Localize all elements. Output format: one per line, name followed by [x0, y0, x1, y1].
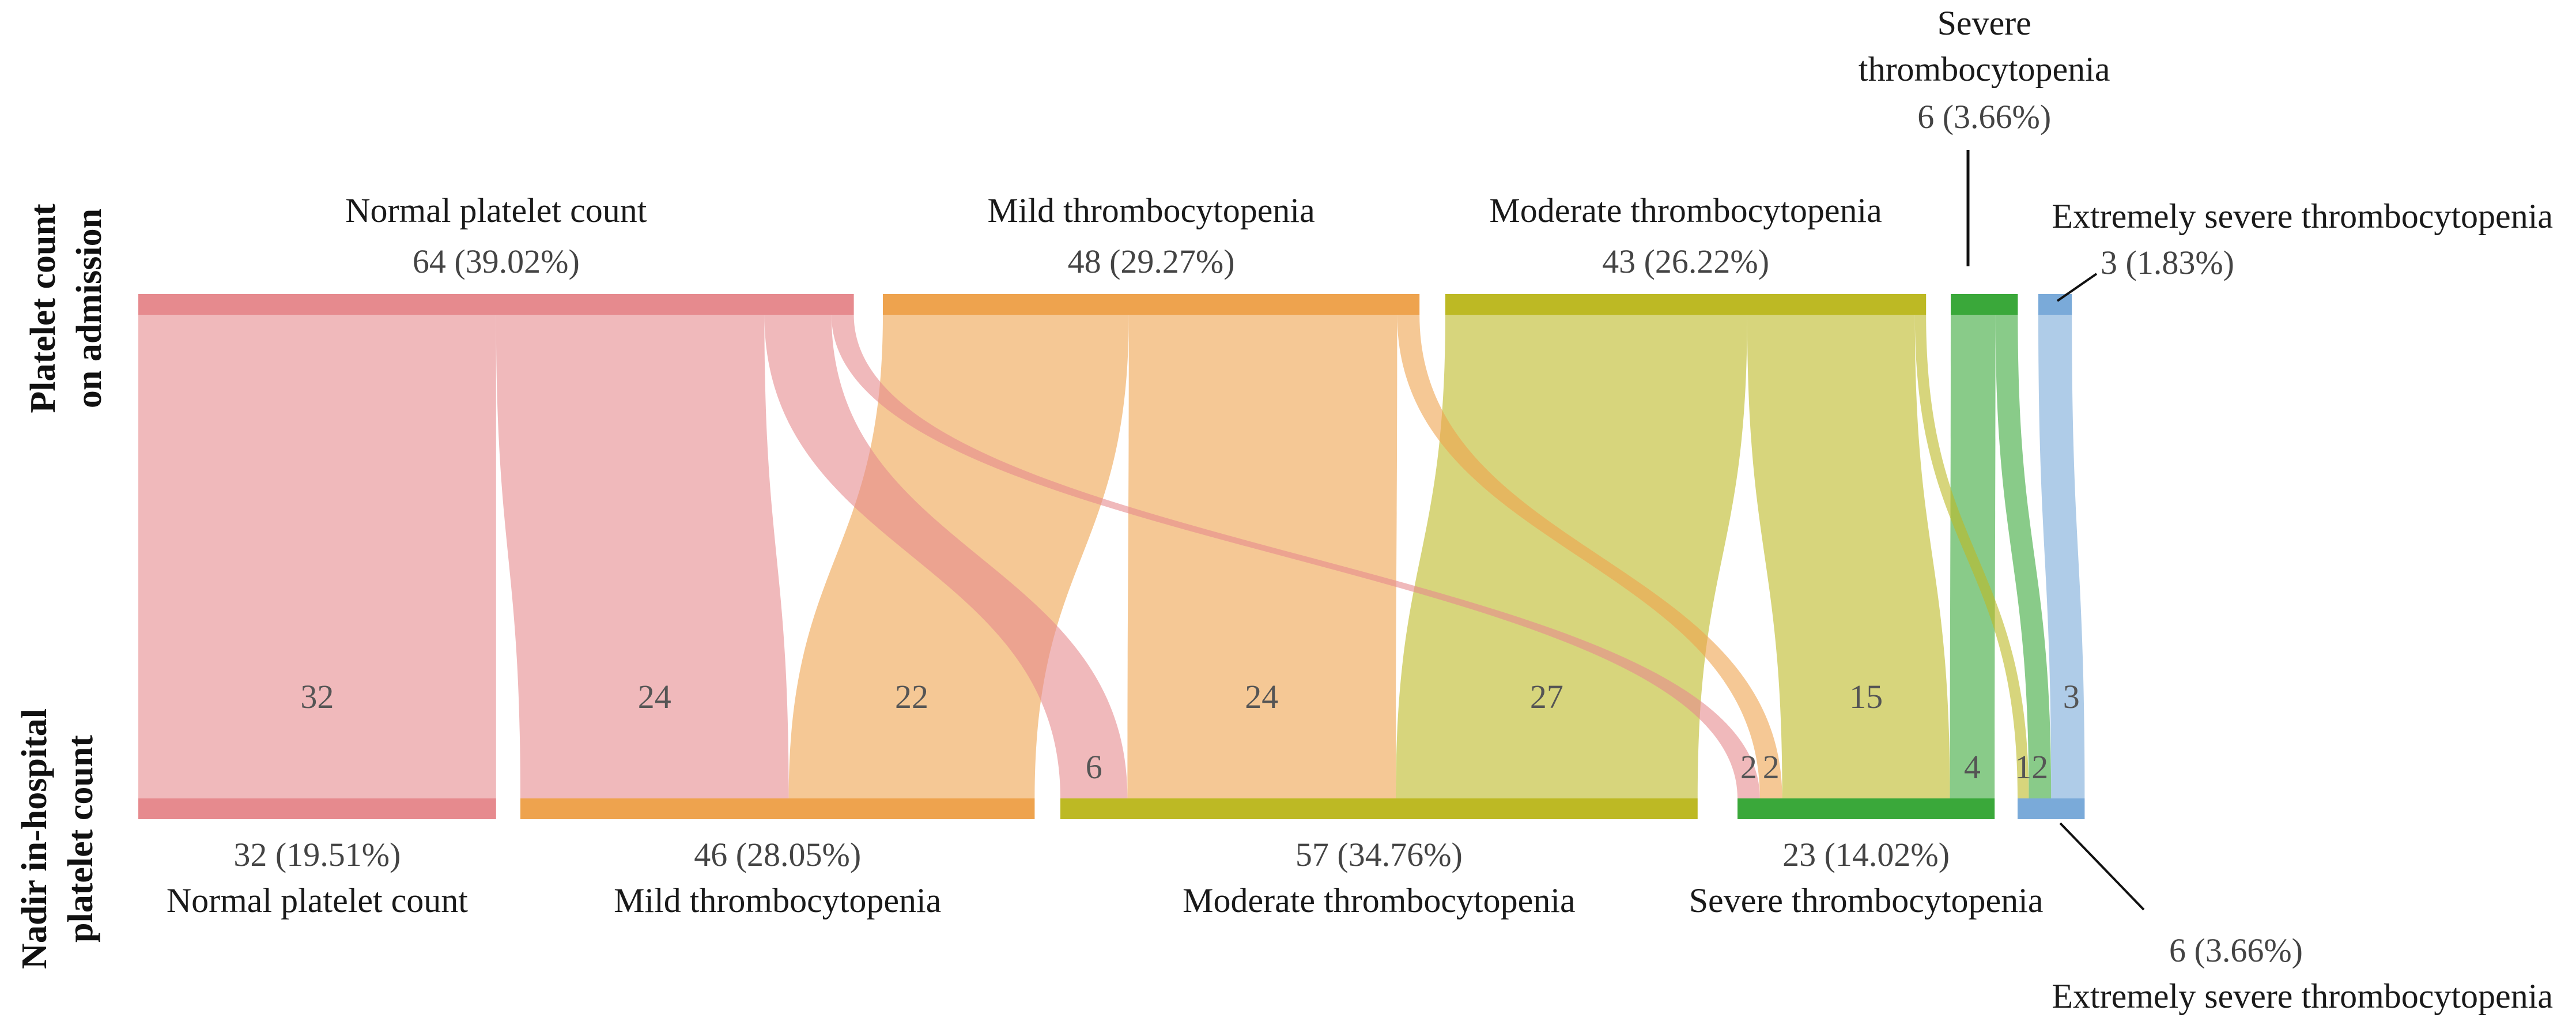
admission-node-normal-platelet-count [138, 294, 854, 315]
admission-value-severe-thrombocytopenia: 6 (3.66%) [1917, 98, 2051, 135]
nadir-name-extremely-severe-thrombocytopenia: Extremely severe thrombocytopenia [2052, 977, 2553, 1015]
nadir-extreme-leader-line [2059, 822, 2145, 911]
flow-label-2-to-2: 27 [1530, 678, 1563, 715]
flow-1-to-3 [1397, 315, 1782, 798]
nadir-value-normal-platelet-count: 32 (19.51%) [233, 836, 401, 873]
nodes-layer [138, 294, 2085, 819]
admission-value-moderate-thrombocytopenia: 43 (26.22%) [1602, 243, 1769, 280]
admission-name-mild-thrombocytopenia: Mild thrombocytopenia [987, 191, 1315, 229]
admission-value-normal-platelet-count: 64 (39.02%) [413, 243, 580, 280]
flow-label-2-to-4: 1 [2015, 748, 2031, 786]
flow-0-to-3 [831, 315, 1760, 798]
axis-label-nadir-line-1: Nadir in-hospital [15, 708, 54, 969]
flow-label-4-to-4: 3 [2063, 678, 2080, 715]
flow-label-1-to-1: 22 [895, 678, 928, 715]
flow-label-2-to-3: 15 [1849, 678, 1883, 715]
flow-0-to-1 [496, 315, 789, 798]
nadir-node-mild-thrombocytopenia [520, 798, 1035, 819]
admission-name-normal-platelet-count: Normal platelet count [345, 191, 647, 229]
nadir-name-moderate-thrombocytopenia: Moderate thrombocytopenia [1183, 881, 1575, 919]
admission-name-extremely-severe-thrombocytopenia: Extremely severe thrombocytopenia [2052, 197, 2553, 235]
flow-0-to-2 [764, 315, 1128, 798]
flow-label-1-to-3: 2 [1763, 748, 1780, 786]
nadir-value-mild-thrombocytopenia: 46 (28.05%) [694, 836, 861, 873]
admission-value-mild-thrombocytopenia: 48 (29.27%) [1068, 243, 1235, 280]
axis-label-admission-line-1: Platelet count [24, 203, 63, 413]
flow-0-to-0 [138, 315, 496, 798]
flow-2-to-4 [1914, 315, 2029, 798]
flow-1-to-2 [1127, 315, 1397, 798]
flow-2-to-3 [1747, 315, 1950, 798]
flow-3-to-4 [1995, 315, 2052, 798]
flow-2-to-2 [1396, 315, 1747, 798]
admission-node-mild-thrombocytopenia [883, 294, 1420, 315]
axis-label-nadir: Nadir in-hospital platelet count [15, 708, 100, 969]
admission-name-moderate-thrombocytopenia: Moderate thrombocytopenia [1489, 191, 1882, 229]
nadir-node-moderate-thrombocytopenia [1060, 798, 1698, 819]
flows-layer [138, 315, 2085, 798]
flow-label-3-to-3: 4 [1964, 748, 1981, 786]
flow-4-to-4 [2038, 315, 2085, 798]
flow-label-1-to-2: 24 [1245, 678, 1278, 715]
nadir-name-normal-platelet-count: Normal platelet count [167, 881, 468, 919]
nadir-value-extremely-severe-thrombocytopenia: 6 (3.66%) [2169, 932, 2303, 969]
admission-extreme-leader-line [2056, 273, 2098, 302]
admission-node-extremely-severe-thrombocytopenia [2038, 294, 2072, 315]
nadir-value-moderate-thrombocytopenia: 57 (34.76%) [1295, 836, 1463, 873]
flow-label-0-to-1: 24 [638, 678, 671, 715]
nadir-node-severe-thrombocytopenia [1738, 798, 1995, 819]
axis-label-nadir-line-2: platelet count [61, 735, 100, 943]
axis-label-admission-line-2: on admission [70, 209, 109, 408]
admission-name-severe-line1: Severe [1937, 4, 2031, 42]
nadir-name-mild-thrombocytopenia: Mild thrombocytopenia [614, 881, 941, 919]
flow-label-0-to-3: 2 [1740, 748, 1757, 786]
flow-label-0-to-0: 32 [300, 678, 334, 715]
axis-label-admission: Platelet count on admission [24, 203, 109, 413]
admission-value-extremely-severe-thrombocytopenia: 3 (1.83%) [2101, 244, 2234, 281]
nadir-node-extremely-severe-thrombocytopenia [2018, 798, 2085, 819]
nadir-name-severe-thrombocytopenia: Severe thrombocytopenia [1689, 881, 2044, 919]
nadir-node-normal-platelet-count [138, 798, 496, 819]
admission-node-moderate-thrombocytopenia [1445, 294, 1927, 315]
flow-label-3-to-4: 2 [2031, 748, 2048, 786]
admission-node-severe-thrombocytopenia [1951, 294, 2018, 315]
flow-label-0-to-2: 6 [1086, 748, 1102, 786]
nadir-value-severe-thrombocytopenia: 23 (14.02%) [1782, 836, 1950, 873]
admission-name-severe-line2: thrombocytopenia [1859, 50, 2110, 88]
